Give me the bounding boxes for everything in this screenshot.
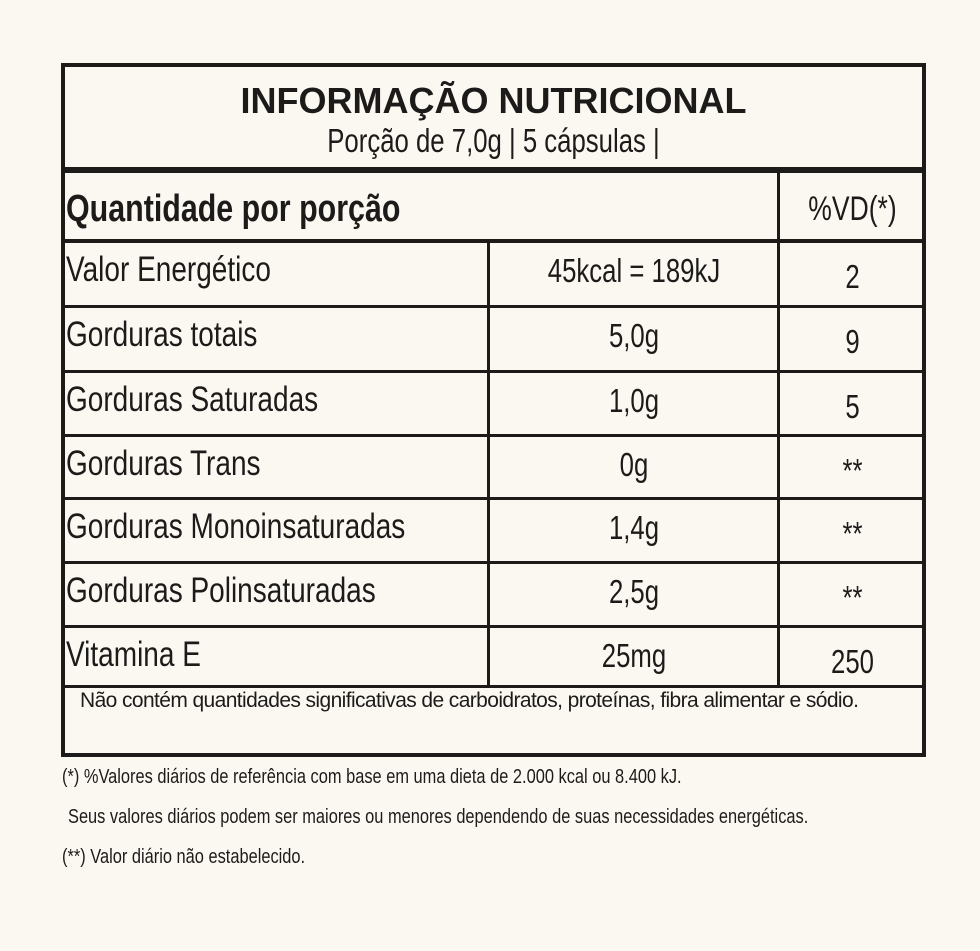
nutrient-name: Gorduras Monoinsaturadas <box>66 507 406 546</box>
nutrition-table <box>61 63 926 757</box>
row-divider <box>61 625 926 628</box>
nutrient-name: Valor Energético <box>66 250 271 289</box>
nutrient-amount: 0g <box>619 446 649 483</box>
nutrient-vd: 5 <box>845 388 860 425</box>
nutrient-name: Gorduras Saturadas <box>66 380 319 419</box>
nutrient-amount: 25mg <box>601 637 667 674</box>
nutrient-amount: 5,0g <box>608 317 660 354</box>
serving-size: Porção de 7,0g | 5 cápsulas | <box>327 122 660 159</box>
nutrient-name: Gorduras totais <box>66 315 258 354</box>
column-divider-vd <box>777 170 780 687</box>
nutrient-name: Gorduras Polinsaturadas <box>66 571 376 610</box>
footnote-2: Seus valores diários podem ser maiores o… <box>68 806 809 828</box>
nutrient-vd: ** <box>842 579 863 616</box>
nutrient-vd: 250 <box>831 643 874 680</box>
column-header-quantity: Quantidade por porção <box>66 188 401 230</box>
nutrient-vd: 2 <box>845 258 860 295</box>
table-note: Não contém quantidades significativas de… <box>80 689 859 712</box>
column-header-vd: %VD(*) <box>808 190 897 228</box>
nutrient-amount: 45kcal = 189kJ <box>547 252 721 289</box>
nutrient-amount: 2,5g <box>608 573 660 610</box>
row-divider <box>61 497 926 500</box>
header-divider <box>61 167 926 173</box>
row-divider <box>61 434 926 437</box>
table-title: INFORMAÇÃO NUTRICIONAL <box>240 80 747 121</box>
column-divider-amount <box>487 242 490 687</box>
row-divider <box>61 561 926 564</box>
row-divider <box>61 370 926 373</box>
nutrient-name: Gorduras Trans <box>66 444 261 483</box>
row-divider <box>61 239 926 243</box>
nutrient-name: Vitamina E <box>66 635 201 674</box>
nutrient-vd: ** <box>842 515 863 552</box>
nutrient-amount: 1,0g <box>608 382 660 419</box>
nutrient-vd: ** <box>842 452 863 489</box>
nutrient-vd: 9 <box>845 323 860 360</box>
footnote-3: (**) Valor diário não estabelecido. <box>62 846 306 868</box>
nutrient-amount: 1,4g <box>608 509 660 546</box>
row-divider <box>61 305 926 308</box>
note-divider <box>61 685 926 688</box>
footnote-1: (*) %Valores diários de referência com b… <box>62 766 682 788</box>
